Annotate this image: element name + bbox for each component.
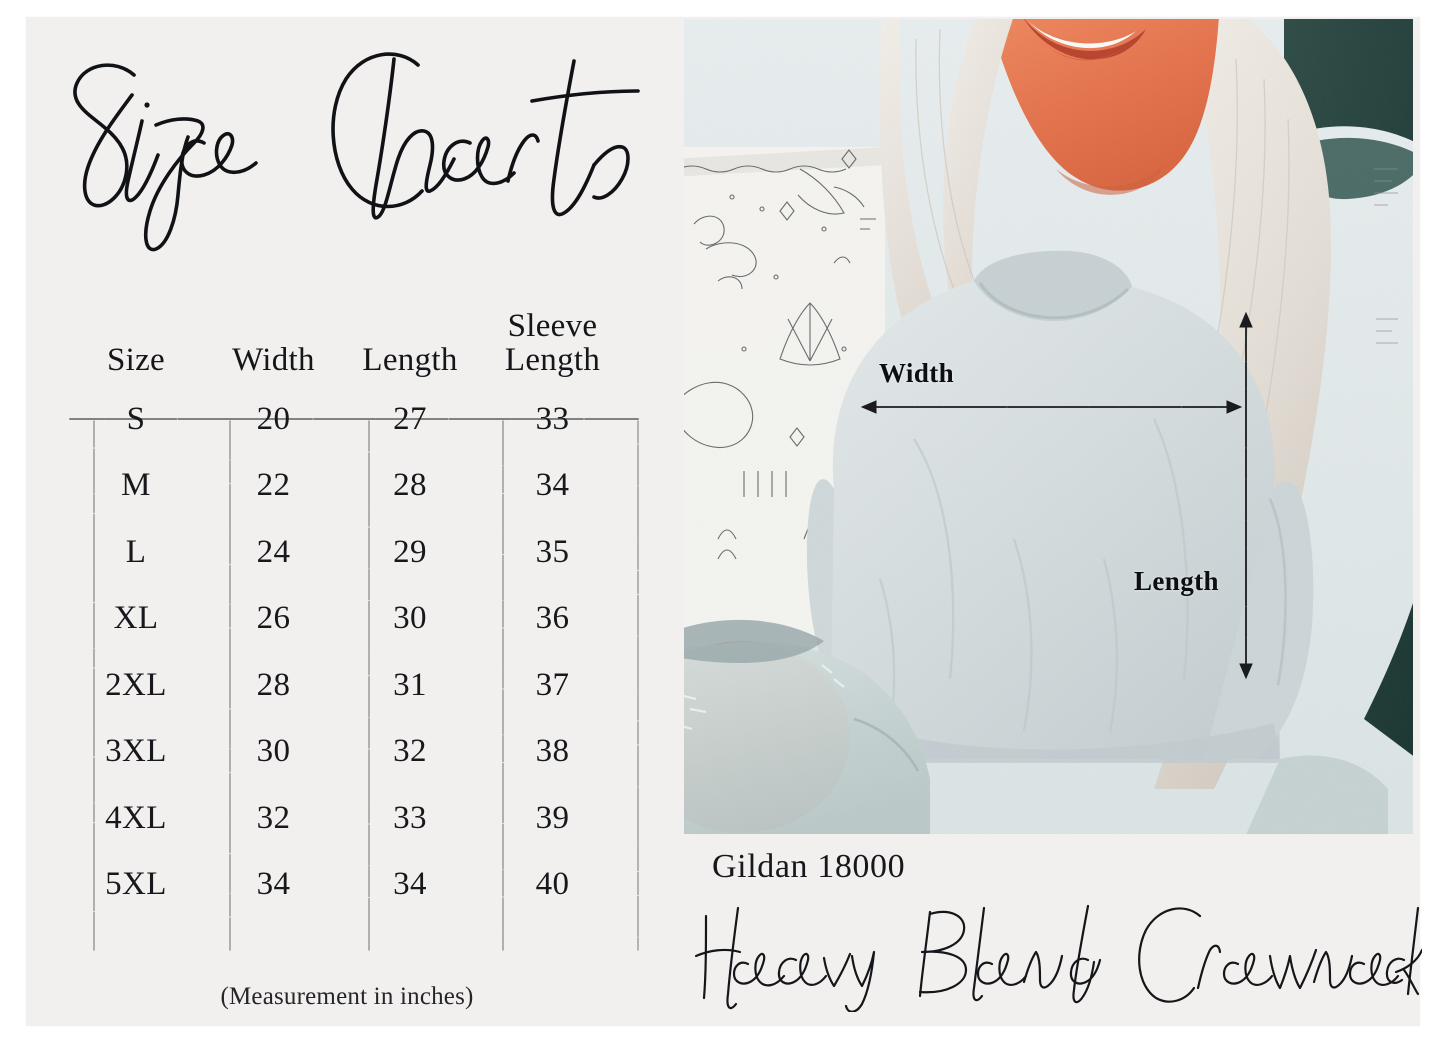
sleeve-header-line-1: Sleeve [507,308,598,344]
cell-size: M [121,467,151,504]
column-header-width: Width [232,341,315,378]
cell-size: L [125,533,147,570]
cell-length: 27 [393,400,427,437]
product-photo-art [684,19,1413,834]
cell-width: 26 [256,600,291,637]
width-annotation-label: Width [879,358,955,388]
cell-size: 4XL [105,799,167,836]
cell-width: 20 [256,400,291,437]
cell-sleeve-length: 40 [535,866,570,903]
cell-length: 28 [393,467,427,504]
cell-width: 34 [256,866,291,903]
left-panel: Size Chart [26,17,668,1026]
cell-length: 31 [393,666,427,703]
measurement-footnote: (Measurement in inches) [220,983,474,1010]
cell-size: 3XL [105,733,167,770]
cell-sleeve-length: 33 [535,400,570,437]
cell-width: 28 [256,666,291,703]
product-name-script-art [694,904,1422,1012]
cell-sleeve-length: 36 [535,600,570,637]
cell-length: 33 [393,799,427,836]
size-table-area: Size Width Length Sleeve Length S 20 27 33 M… [26,309,668,959]
length-annotation-label: Length [1134,566,1219,596]
table-row: 4XL 32 33 39 [68,785,628,852]
table-row: L 24 29 35 [68,519,628,586]
cell-width: 24 [256,533,291,570]
column-header-size: Size [106,341,165,378]
chart-card: Size Chart [26,17,1422,1026]
cell-size: 2XL [105,666,167,703]
column-header-sleeve-length: Sleeve Length [477,309,628,386]
cell-length: 29 [393,533,427,570]
table-row: 3XL 30 32 38 [68,718,628,785]
cell-size: S [126,400,146,437]
cell-sleeve-length: 34 [535,467,570,504]
cell-width: 32 [256,799,291,836]
cell-sleeve-length: 38 [535,733,570,770]
column-header-length: Length [362,341,458,378]
right-panel: Width Length Gildan 18000 Heavy Blend Cr… [668,17,1422,1026]
sleeve-header-line-2: Length [504,341,601,378]
table-header-row: Size Width Length Sleeve Length [68,309,628,386]
cell-sleeve-length: 39 [535,799,570,836]
size-table: Size Width Length Sleeve Length S 20 27 33 M… [68,309,628,918]
cell-width: 22 [256,467,291,504]
cell-size: 5XL [105,866,167,903]
page-title-script-art [73,52,640,252]
table-row: M 22 28 34 [68,452,628,519]
cell-size: XL [113,600,159,637]
product-name-script: Heavy Blend Crewneck [692,902,1422,1012]
cell-sleeve-length: 37 [535,666,570,703]
page-title: Size Chart [46,39,666,279]
table-row: 2XL 28 31 37 [68,652,628,719]
cell-length: 34 [393,866,427,903]
table-row: S 20 27 33 [68,386,628,453]
product-photo [684,19,1413,834]
cell-width: 30 [256,733,291,770]
product-brand-style: Gildan 18000 [712,848,906,885]
table-row: 5XL 34 34 40 [68,851,628,918]
cell-sleeve-length: 35 [535,533,570,570]
cell-length: 30 [393,600,427,637]
cell-length: 32 [393,733,427,770]
size-table-body: S 20 27 33 M 22 28 34 L 24 29 35 XL 26 30 36 2XL 28 31 37 3X… [68,386,628,918]
table-row: XL 26 30 36 [68,585,628,652]
